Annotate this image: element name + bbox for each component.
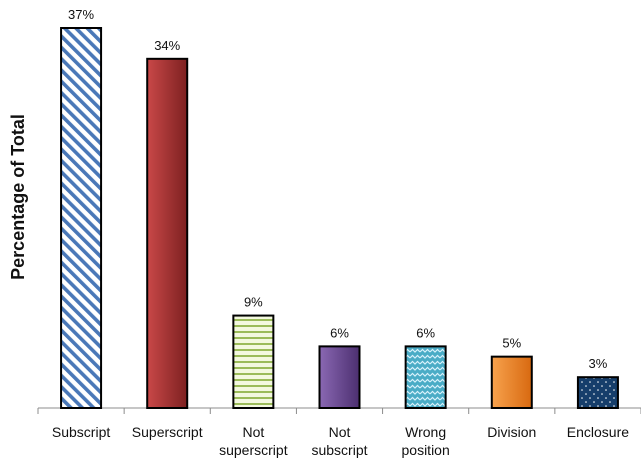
data-label-2: 9% xyxy=(244,295,263,310)
data-label-5: 5% xyxy=(502,336,521,351)
data-label-0: 37% xyxy=(68,7,94,22)
x-tick-label-1-0: Superscript xyxy=(132,424,203,440)
bar-6 xyxy=(576,376,619,409)
x-tick-label-5-0: Division xyxy=(487,424,536,440)
x-tick-label-6-0: Enclosure xyxy=(567,424,629,440)
data-label-6: 3% xyxy=(589,356,608,371)
bar-5 xyxy=(490,355,533,410)
ticks-layer xyxy=(37,408,641,414)
bars-layer xyxy=(60,27,619,410)
bar-2 xyxy=(232,314,275,409)
bar-3 xyxy=(318,345,361,410)
bar-1 xyxy=(146,57,189,409)
bar-0 xyxy=(60,27,103,409)
labels-layer: 37% Subscript 34% Superscript 9% Not superscri… xyxy=(52,7,629,458)
x-tick-label-0-0: Subscript xyxy=(52,424,110,440)
data-label-3: 6% xyxy=(330,325,349,340)
x-tick-label-4-1: position xyxy=(402,442,450,458)
x-tick-label-3-1: subscript xyxy=(311,442,367,458)
y-axis-label: Percentage of Total xyxy=(8,114,28,280)
x-tick-label-2-1: superscript xyxy=(219,442,288,458)
data-label-1: 34% xyxy=(154,38,180,53)
x-tick-label-2-0: Not xyxy=(242,424,264,440)
data-label-4: 6% xyxy=(416,325,435,340)
bar-4 xyxy=(404,345,447,410)
x-tick-label-3-0: Not xyxy=(329,424,351,440)
x-tick-label-4-0: Wrong xyxy=(405,424,446,440)
